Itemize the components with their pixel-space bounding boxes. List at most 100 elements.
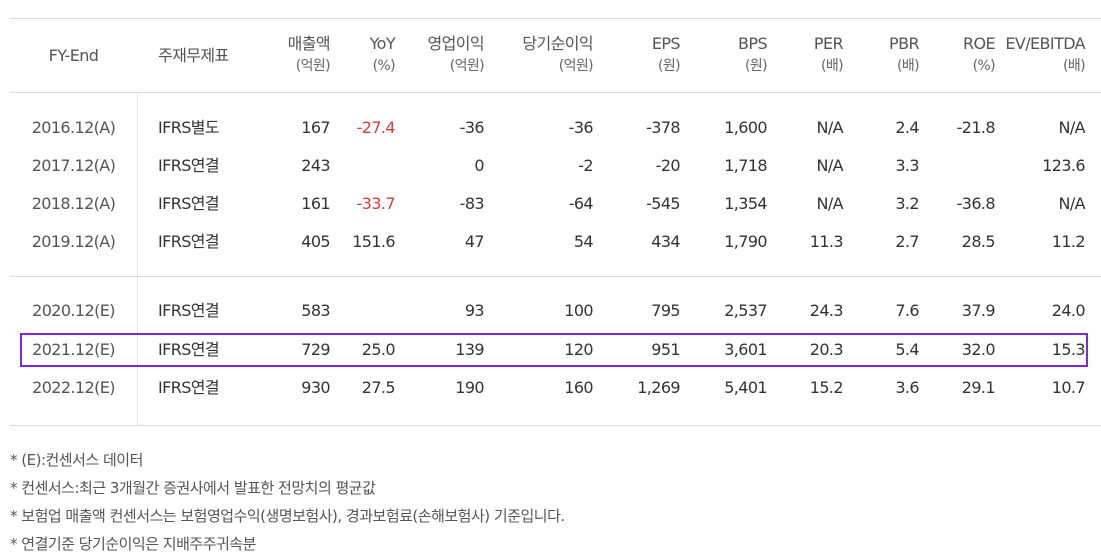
cell-yoy — [300, 147, 395, 185]
footnote-item: * (E):컨센서스 데이터 — [10, 451, 143, 469]
cell-yoy: -33.7 — [356, 194, 396, 213]
highlight-box — [20, 333, 1088, 367]
cell-net-income: 54 — [573, 232, 594, 251]
cell-bps: 5,401 — [724, 378, 767, 397]
header-statement: 주재무제표 — [158, 46, 229, 65]
header-yoy-label: YoY — [369, 34, 396, 53]
header-per-label: PER — [813, 34, 844, 53]
cell-operating-income: -83 — [459, 194, 485, 213]
cell-statement: IFRS연결 — [158, 378, 220, 397]
cell-per: N/A — [816, 156, 843, 175]
cell-per: 24.3 — [809, 301, 844, 320]
header-eps-unit: (원) — [657, 58, 681, 74]
cell-fy-end: 2022.12(E) — [32, 378, 115, 397]
cell-net-income: -2 — [578, 156, 593, 175]
cell-eps: -378 — [646, 118, 681, 137]
cell-revenue: 243 — [301, 156, 330, 175]
header-revenue-label: 매출액 — [287, 34, 331, 53]
cell-eps: -20 — [655, 156, 681, 175]
cell-revenue: 583 — [301, 301, 330, 320]
table-row: 2020.12(E) IFRS연결 583 93 100 795 2,537 2… — [0, 292, 1101, 330]
table-row: 2022.12(E) IFRS연결 930 27.5 190 160 1,269… — [0, 369, 1101, 407]
cell-statement: IFRS연결 — [158, 301, 220, 320]
cell-per: 20.3 — [809, 340, 844, 359]
cell-operating-income: 0 — [474, 156, 484, 175]
cell-yoy: 27.5 — [361, 378, 396, 397]
header-ev-ebitda-unit: (배) — [1062, 58, 1086, 74]
cell-eps: 951 — [651, 340, 680, 359]
cell-pbr: 2.4 — [895, 118, 919, 137]
table-row: 2019.12(A) IFRS연결 405 151.6 47 54 434 1,… — [0, 223, 1101, 261]
table-row: 2016.12(A) IFRS별도 167 -27.4 -36 -36 -378… — [0, 109, 1101, 147]
cell-ev-ebitda: N/A — [1058, 118, 1085, 137]
cell-ev-ebitda: 24.0 — [1051, 301, 1086, 320]
cell-statement: IFRS별도 — [158, 118, 220, 137]
cell-roe: -36.8 — [956, 194, 996, 213]
header-pbr-unit: (배) — [896, 58, 920, 74]
table-bottom-rule — [10, 425, 1101, 426]
cell-revenue: 729 — [301, 340, 330, 359]
cell-pbr: 3.2 — [895, 194, 919, 213]
cell-statement: IFRS연결 — [158, 232, 220, 251]
header-per: PER (배) — [742, 33, 844, 83]
cell-pbr: 5.4 — [895, 340, 919, 359]
cell-bps: 1,790 — [724, 232, 767, 251]
cell-roe: 29.1 — [961, 378, 996, 397]
footnotes: * (E):컨센서스 데이터 * 컨센서스:최근 3개월간 증권사에서 발표한 … — [10, 446, 565, 558]
header-net-income-unit: (억원) — [558, 58, 594, 74]
cell-revenue: 930 — [301, 378, 330, 397]
cell-operating-income: 93 — [464, 301, 485, 320]
cell-net-income: -36 — [568, 118, 594, 137]
table-row-highlighted: 2021.12(E) IFRS연결 729 25.0 139 120 951 3… — [0, 331, 1101, 369]
cell-per: N/A — [816, 118, 843, 137]
table-row: 2018.12(A) IFRS연결 161 -33.7 -83 -64 -545… — [0, 185, 1101, 223]
header-bps-label: BPS — [738, 34, 768, 53]
cell-revenue: 161 — [301, 194, 330, 213]
header-roe: ROE (%) — [895, 33, 996, 83]
header-operating-income: 영업이익 (억원) — [384, 33, 485, 83]
table-row: 2017.12(A) IFRS연결 243 0 -2 -20 1,718 N/A… — [0, 147, 1101, 185]
header-operating-income-label: 영업이익 — [427, 34, 485, 53]
cell-revenue: 167 — [301, 118, 330, 137]
cell-fy-end: 2019.12(A) — [31, 232, 116, 251]
cell-net-income: 160 — [564, 378, 593, 397]
cell-eps: 795 — [651, 301, 680, 320]
header-yoy-unit: (%) — [372, 58, 396, 74]
header-bottom-rule — [10, 92, 1101, 93]
header-per-unit: (배) — [820, 58, 844, 74]
footnote-item: * 컨센서스:최근 3개월간 증권사에서 발표한 전망치의 평균값 — [10, 479, 376, 497]
cell-bps: 1,600 — [724, 118, 767, 137]
cell-operating-income: 190 — [455, 378, 484, 397]
cell-pbr: 3.3 — [895, 156, 919, 175]
cell-eps: 434 — [651, 232, 680, 251]
cell-ev-ebitda: N/A — [1058, 194, 1085, 213]
table-top-rule — [10, 18, 1101, 19]
cell-operating-income: -36 — [459, 118, 485, 137]
header-operating-income-unit: (억원) — [449, 58, 485, 74]
cell-yoy: 151.6 — [352, 232, 395, 251]
cell-net-income: -64 — [568, 194, 594, 213]
column-divider — [137, 92, 138, 425]
header-revenue-unit: (억원) — [295, 58, 331, 74]
cell-roe: 37.9 — [961, 301, 996, 320]
cell-pbr: 7.6 — [895, 301, 919, 320]
header-eps-label: EPS — [651, 34, 681, 53]
cell-fy-end: 2018.12(A) — [31, 194, 116, 213]
cell-eps: -545 — [646, 194, 681, 213]
header-fy-end: FY-End — [48, 46, 99, 65]
cell-roe: 32.0 — [961, 340, 996, 359]
header-net-income: 당기순이익 (억원) — [480, 33, 593, 83]
header-pbr: PBR (배) — [819, 33, 920, 83]
cell-yoy: -27.4 — [356, 118, 396, 137]
cell-yoy — [300, 292, 395, 330]
header-ev-ebitda-label: EV/EBITDA — [1005, 34, 1085, 53]
cell-revenue: 405 — [301, 232, 330, 251]
cell-per: 15.2 — [809, 378, 844, 397]
cell-ev-ebitda: 123.6 — [1042, 156, 1085, 175]
cell-bps: 2,537 — [724, 301, 767, 320]
cell-fy-end: 2020.12(E) — [32, 301, 115, 320]
group-divider-rule — [10, 276, 1101, 277]
footnote-item: * 보험업 매출액 컨센서스는 보험영업수익(생명보험사), 경과보험료(손해보… — [10, 507, 565, 525]
cell-statement: IFRS연결 — [158, 156, 220, 175]
cell-bps: 1,354 — [724, 194, 767, 213]
